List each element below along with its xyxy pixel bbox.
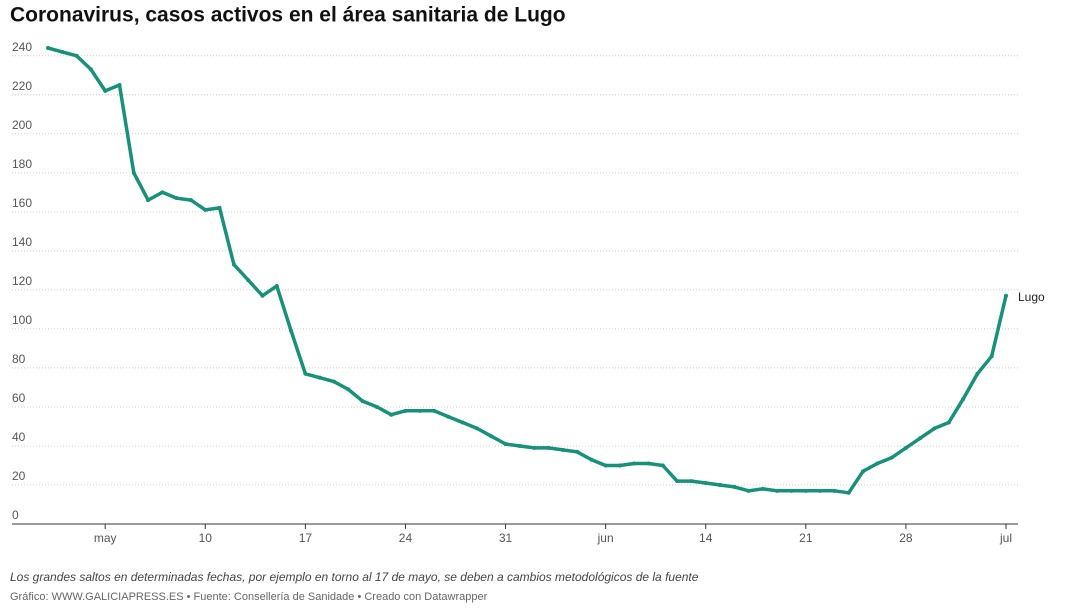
- point: [875, 461, 880, 466]
- x-tick-label: 24: [399, 531, 413, 545]
- point: [832, 488, 837, 493]
- point: [117, 83, 122, 88]
- point: [374, 404, 379, 409]
- point: [675, 479, 680, 484]
- point: [746, 488, 751, 493]
- point: [732, 484, 737, 489]
- y-tick-label: 220: [12, 79, 32, 93]
- point: [689, 479, 694, 484]
- y-tick-label: 180: [12, 157, 32, 171]
- y-tick-label: 200: [12, 118, 32, 132]
- point: [918, 436, 923, 441]
- point: [503, 442, 508, 447]
- point: [60, 49, 65, 54]
- point: [317, 375, 322, 380]
- point: [603, 463, 608, 468]
- y-tick-label: 240: [12, 40, 32, 54]
- y-tick-label: 0: [12, 508, 19, 522]
- x-tick-label: 14: [699, 531, 713, 545]
- point: [775, 488, 780, 493]
- point: [474, 426, 479, 431]
- point: [446, 414, 451, 419]
- y-tick-label: 40: [12, 430, 26, 444]
- point: [646, 461, 651, 466]
- point: [231, 262, 236, 267]
- point: [489, 434, 494, 439]
- line: [47, 46, 1008, 495]
- point: [989, 354, 994, 359]
- point: [889, 455, 894, 460]
- point: [546, 445, 551, 450]
- point: [460, 420, 465, 425]
- point: [818, 488, 823, 493]
- series-label: Lugo: [1018, 290, 1045, 304]
- point: [718, 482, 723, 487]
- point: [903, 445, 908, 450]
- point: [331, 379, 336, 384]
- point: [74, 53, 79, 58]
- point: [660, 463, 665, 468]
- point: [160, 190, 165, 195]
- point: [846, 490, 851, 495]
- point: [975, 371, 980, 376]
- point: [217, 205, 222, 210]
- y-tick-label: 80: [12, 352, 26, 366]
- point: [289, 328, 294, 333]
- point: [517, 443, 522, 448]
- point: [532, 445, 537, 450]
- x-tick-label: 21: [799, 531, 813, 545]
- point: [346, 387, 351, 392]
- point: [303, 371, 308, 376]
- point: [1004, 293, 1008, 298]
- point: [961, 397, 966, 402]
- point: [246, 278, 251, 283]
- point: [360, 399, 365, 404]
- point: [203, 207, 208, 212]
- x-tick-label: 28: [899, 531, 913, 545]
- point: [103, 88, 108, 93]
- point: [260, 293, 265, 298]
- point: [617, 463, 622, 468]
- x-tick-label: jun: [597, 531, 614, 545]
- y-tick-label: 20: [12, 469, 26, 483]
- point: [560, 447, 565, 452]
- point: [703, 481, 708, 486]
- point: [417, 408, 422, 413]
- point: [589, 457, 594, 462]
- x-tick-label: may: [94, 531, 117, 545]
- y-tick-label: 60: [12, 391, 26, 405]
- source: Gráfico: WWW.GALICIAPRESS.ES • Fuente: C…: [10, 591, 488, 603]
- x-tick-label: 31: [499, 531, 513, 545]
- chart-title: Coronavirus, casos activos en el área sa…: [10, 4, 566, 27]
- x-tick-label: 10: [199, 531, 213, 545]
- point: [274, 283, 279, 288]
- point: [803, 488, 808, 493]
- y-tick-label: 120: [12, 274, 32, 288]
- point: [46, 45, 50, 50]
- point: [174, 196, 179, 201]
- point: [403, 408, 408, 413]
- point: [575, 449, 580, 454]
- point: [146, 198, 151, 203]
- point: [789, 488, 794, 493]
- point: [946, 420, 951, 425]
- point: [932, 426, 937, 431]
- note: Los grandes saltos en determinadas fecha…: [10, 570, 699, 584]
- y-tick-label: 160: [12, 196, 32, 210]
- point: [88, 67, 93, 72]
- point: [861, 469, 866, 474]
- x-tick-label: jul: [999, 531, 1012, 545]
- point: [188, 198, 193, 203]
- point: [632, 461, 637, 466]
- point: [389, 412, 394, 417]
- y-tick-label: 140: [12, 235, 32, 249]
- point: [760, 486, 765, 491]
- x-tick-label: 17: [299, 531, 313, 545]
- point: [432, 408, 437, 413]
- point: [131, 170, 136, 175]
- y-tick-label: 100: [12, 313, 32, 327]
